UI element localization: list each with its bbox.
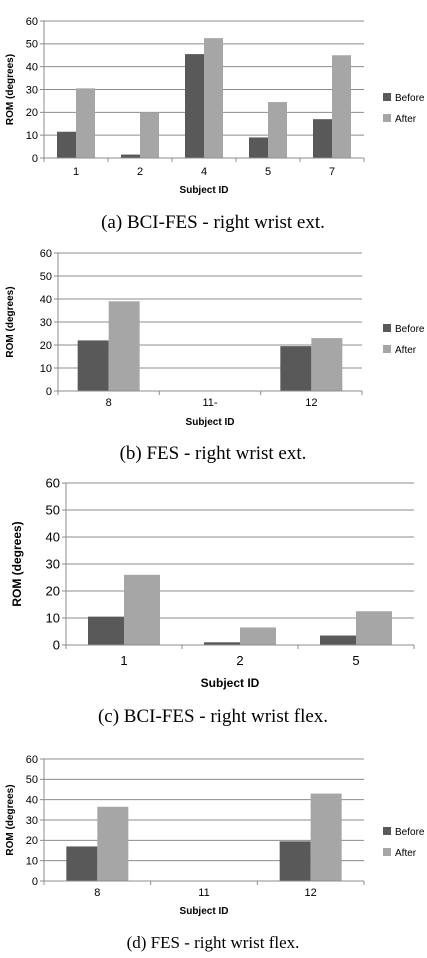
y-tick-label: 0 <box>32 153 38 165</box>
y-tick-label: 60 <box>26 16 38 28</box>
x-axis-title: Subject ID <box>186 417 235 428</box>
y-tick-label: 40 <box>26 62 38 74</box>
bar-before-8 <box>66 846 98 881</box>
x-tick-label: 8 <box>94 887 100 899</box>
legend-swatch-after <box>383 114 391 122</box>
x-axis-title: Subject ID <box>201 676 260 690</box>
y-tick-label: 60 <box>46 476 60 491</box>
legend-swatch-after <box>383 345 391 353</box>
chart-0: 0 10 20 30 40 50 60 1 2 4 5 7 Subject ID ROM (degrees… <box>5 16 425 233</box>
y-tick-label: 50 <box>40 271 52 283</box>
bar-before-2 <box>204 642 240 645</box>
y-axis-title: ROM (degrees) <box>5 286 16 357</box>
y-tick-label: 20 <box>26 835 38 847</box>
x-tick-label: 12 <box>305 397 317 409</box>
figure-caption: (d) FES - right wrist flex. <box>127 933 300 952</box>
legend-label-before: Before <box>395 827 425 838</box>
legend-label-before: Before <box>395 324 425 335</box>
y-axis-title: ROM (degrees) <box>5 54 16 125</box>
x-tick-label: 4 <box>201 166 207 178</box>
x-tick-label: 11- <box>202 397 217 409</box>
x-tick-label: 5 <box>265 166 271 178</box>
legend-label-after: After <box>395 114 417 125</box>
legend-swatch-before <box>383 93 391 101</box>
x-axis-title: Subject ID <box>180 906 229 917</box>
x-tick-label: 8 <box>106 397 112 409</box>
y-axis-title: ROM (degrees) <box>10 521 24 606</box>
legend-label-after: After <box>395 848 417 859</box>
y-tick-label: 40 <box>46 530 60 545</box>
y-tick-label: 10 <box>40 363 52 375</box>
bar-before-1 <box>57 131 76 158</box>
bar-after-1 <box>124 574 160 645</box>
x-tick-label: 7 <box>329 166 335 178</box>
bar-after-2 <box>140 112 159 158</box>
y-tick-label: 10 <box>26 130 38 142</box>
x-tick-label: 2 <box>236 653 243 668</box>
y-tick-label: 30 <box>26 84 38 96</box>
y-axis-title: ROM (degrees) <box>5 784 16 855</box>
legend-label-before: Before <box>395 93 425 104</box>
y-tick-label: 0 <box>32 876 38 888</box>
bar-after-1 <box>76 88 95 158</box>
legend-swatch-before <box>383 827 391 835</box>
bar-after-7 <box>332 55 351 158</box>
bar-after-5 <box>356 611 392 645</box>
x-tick-label: 1 <box>73 166 79 178</box>
bar-after-12 <box>311 338 343 391</box>
y-tick-label: 40 <box>26 795 38 807</box>
y-tick-label: 30 <box>40 317 52 329</box>
bar-before-5 <box>320 635 356 645</box>
bar-after-2 <box>240 627 276 645</box>
legend: Before After <box>383 324 425 356</box>
y-tick-label: 40 <box>40 294 52 306</box>
y-tick-label: 20 <box>26 107 38 119</box>
x-axis-title: Subject ID <box>180 185 229 196</box>
legend-label-after: After <box>395 345 417 356</box>
chart-2: 0 10 20 30 40 50 60 1 2 5 Subject ID ROM (degrees) (… <box>10 476 415 727</box>
x-tick-label: 1 <box>120 653 127 668</box>
y-tick-label: 10 <box>46 611 60 626</box>
y-tick-label: 50 <box>26 39 38 51</box>
y-tick-label: 60 <box>26 754 38 766</box>
legend-swatch-after <box>383 848 391 856</box>
chart-3: 0 10 20 30 40 50 60 8 11 12 Subject ID ROM (degrees… <box>5 754 425 952</box>
y-tick-label: 20 <box>40 340 52 352</box>
bar-before-5 <box>249 137 268 158</box>
legend-swatch-before <box>383 324 391 332</box>
bar-after-4 <box>204 38 223 158</box>
y-tick-label: 50 <box>26 774 38 786</box>
bar-before-4 <box>185 54 204 158</box>
bar-before-12 <box>279 841 311 881</box>
chart-1: 0 10 20 30 40 50 60 8 11- 12 Subject ID ROM (degree… <box>5 248 425 464</box>
bar-after-8 <box>108 301 140 391</box>
bar-before-7 <box>313 119 332 158</box>
bar-before-8 <box>77 340 109 391</box>
y-tick-label: 30 <box>46 557 60 572</box>
y-tick-label: 60 <box>40 248 52 260</box>
y-tick-label: 50 <box>46 503 60 518</box>
legend: Before After <box>383 827 425 859</box>
bar-before-1 <box>88 616 124 645</box>
bar-before-2 <box>121 154 140 158</box>
bar-after-5 <box>268 102 287 158</box>
x-tick-label: 12 <box>305 887 317 899</box>
y-tick-label: 10 <box>26 856 38 868</box>
y-tick-label: 0 <box>53 638 60 653</box>
x-tick-label: 5 <box>352 653 359 668</box>
y-tick-label: 30 <box>26 815 38 827</box>
figure-caption: (c) BCI-FES - right wrist flex. <box>98 706 328 727</box>
y-tick-label: 0 <box>46 386 52 398</box>
bar-after-8 <box>97 806 129 881</box>
y-tick-label: 20 <box>46 584 60 599</box>
bar-before-12 <box>280 346 312 391</box>
bar-after-12 <box>310 793 342 881</box>
x-tick-label: 11 <box>198 887 209 899</box>
figure-caption: (a) BCI-FES - right wrist ext. <box>101 212 325 233</box>
legend: Before After <box>383 93 425 125</box>
x-tick-label: 2 <box>137 166 143 178</box>
figure-caption: (b) FES - right wrist ext. <box>120 443 307 464</box>
